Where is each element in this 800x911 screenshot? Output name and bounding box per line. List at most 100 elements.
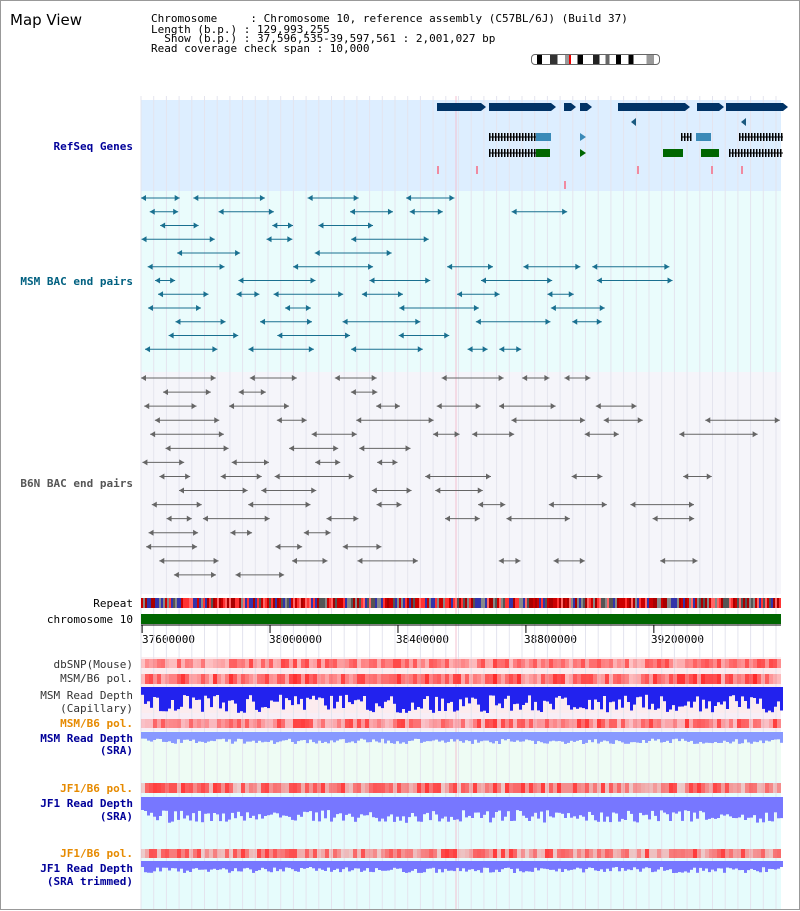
repeat-segment: [455, 598, 457, 608]
repeat-segment: [231, 598, 233, 608]
repeat-segment: [701, 598, 703, 608]
repeat-segment: [153, 598, 155, 608]
repeat-segment: [211, 598, 213, 608]
repeat-segment: [471, 598, 473, 608]
repeat-segment: [619, 598, 621, 608]
repeat-segment: [591, 598, 593, 608]
repeat-segment: [521, 598, 523, 608]
b6n-bac-label[interactable]: B6N BAC end pairs: [20, 477, 133, 490]
repeat-segment: [435, 598, 437, 608]
repeat-segment: [223, 598, 225, 608]
repeat-segment: [147, 598, 149, 608]
repeat-segment: [557, 598, 559, 608]
repeat-segment: [141, 598, 143, 608]
repeat-segment: [351, 598, 353, 608]
repeat-segment: [779, 598, 781, 608]
repeat-segment: [353, 598, 355, 608]
page-title: Map View: [10, 11, 83, 29]
repeat-segment: [567, 598, 569, 608]
repeat-segment: [705, 598, 707, 608]
repeat-segment: [249, 598, 251, 608]
repeat-segment: [513, 598, 515, 608]
repeat-segment: [755, 598, 757, 608]
repeat-segment: [205, 598, 207, 608]
repeat-segment: [361, 598, 363, 608]
repeat-segment: [759, 598, 761, 608]
repeat-segment: [671, 598, 673, 608]
repeat-segment: [495, 598, 497, 608]
repeat-segment: [405, 598, 407, 608]
repeat-segment: [383, 598, 385, 608]
repeat-segment: [777, 598, 779, 608]
ideogram-position-marker: [569, 55, 571, 64]
b6n-bac-track-bg: [141, 372, 781, 594]
repeat-segment: [237, 598, 239, 608]
repeat-segment: [763, 598, 765, 608]
repeat-segment: [407, 598, 409, 608]
repeat-segment: [191, 598, 193, 608]
msm-depth-cap-label2: (Capillary): [60, 702, 133, 715]
repeat-segment: [315, 598, 317, 608]
repeat-segment: [193, 598, 195, 608]
repeat-segment: [713, 598, 715, 608]
repeat-segment: [163, 598, 165, 608]
repeat-segment: [337, 598, 339, 608]
repeat-segment: [595, 598, 597, 608]
repeat-segment: [607, 598, 609, 608]
repeat-segment: [253, 598, 255, 608]
repeat-segment: [483, 598, 485, 608]
msm-depth-cap-label1: MSM Read Depth: [40, 689, 133, 702]
show-info: Show (b.p.) : 37,596,535-39,597,561 : 2,…: [151, 32, 496, 45]
repeat-segment: [157, 598, 159, 608]
repeat-segment: [221, 598, 223, 608]
axis-tick-label: 37600000: [142, 633, 195, 646]
chromosome-ideogram[interactable]: [531, 54, 660, 65]
repeat-segment: [723, 598, 725, 608]
repeat-segment: [259, 598, 261, 608]
repeat-segment: [371, 598, 373, 608]
repeat-segment: [309, 598, 311, 608]
repeat-segment: [577, 598, 579, 608]
repeat-segment: [217, 598, 219, 608]
repeat-segment: [543, 598, 545, 608]
repeat-segment: [401, 598, 403, 608]
repeat-segment: [661, 598, 663, 608]
repeat-segment: [373, 598, 375, 608]
repeat-segment: [283, 598, 285, 608]
repeat-segment: [695, 598, 697, 608]
repeat-segment: [181, 598, 183, 608]
repeat-segment: [445, 598, 447, 608]
repeat-segment: [673, 598, 675, 608]
repeat-segment: [649, 598, 651, 608]
repeat-segment: [529, 598, 531, 608]
repeat-segment: [411, 598, 413, 608]
gene-strand-arrow: [783, 103, 788, 111]
repeat-segment: [523, 598, 525, 608]
repeat-segment: [683, 598, 685, 608]
repeat-segment: [215, 598, 217, 608]
repeat-segment: [677, 598, 679, 608]
repeat-segment: [395, 598, 397, 608]
refseq-label[interactable]: RefSeq Genes: [53, 140, 133, 153]
repeat-segment: [323, 598, 325, 608]
repeat-segment: [667, 598, 669, 608]
repeat-segment: [527, 598, 529, 608]
repeat-segment: [281, 598, 283, 608]
repeat-segment: [737, 598, 739, 608]
msm-depth-sra-label2: (SRA): [99, 744, 133, 757]
repeat-segment: [625, 598, 627, 608]
repeat-segment: [599, 598, 601, 608]
repeat-segment: [379, 598, 381, 608]
repeat-segment: [571, 598, 573, 608]
jf1-depth-sra-label2: (SRA): [99, 810, 133, 823]
repeat-segment: [729, 598, 731, 608]
msm-bac-label[interactable]: MSM BAC end pairs: [20, 275, 133, 288]
repeat-segment: [285, 598, 287, 608]
repeat-segment: [489, 598, 491, 608]
repeat-segment: [429, 598, 431, 608]
repeat-segment: [641, 598, 643, 608]
repeat-segment: [239, 598, 241, 608]
repeat-segment: [541, 598, 543, 608]
repeat-segment: [313, 598, 315, 608]
repeat-segment: [639, 598, 641, 608]
